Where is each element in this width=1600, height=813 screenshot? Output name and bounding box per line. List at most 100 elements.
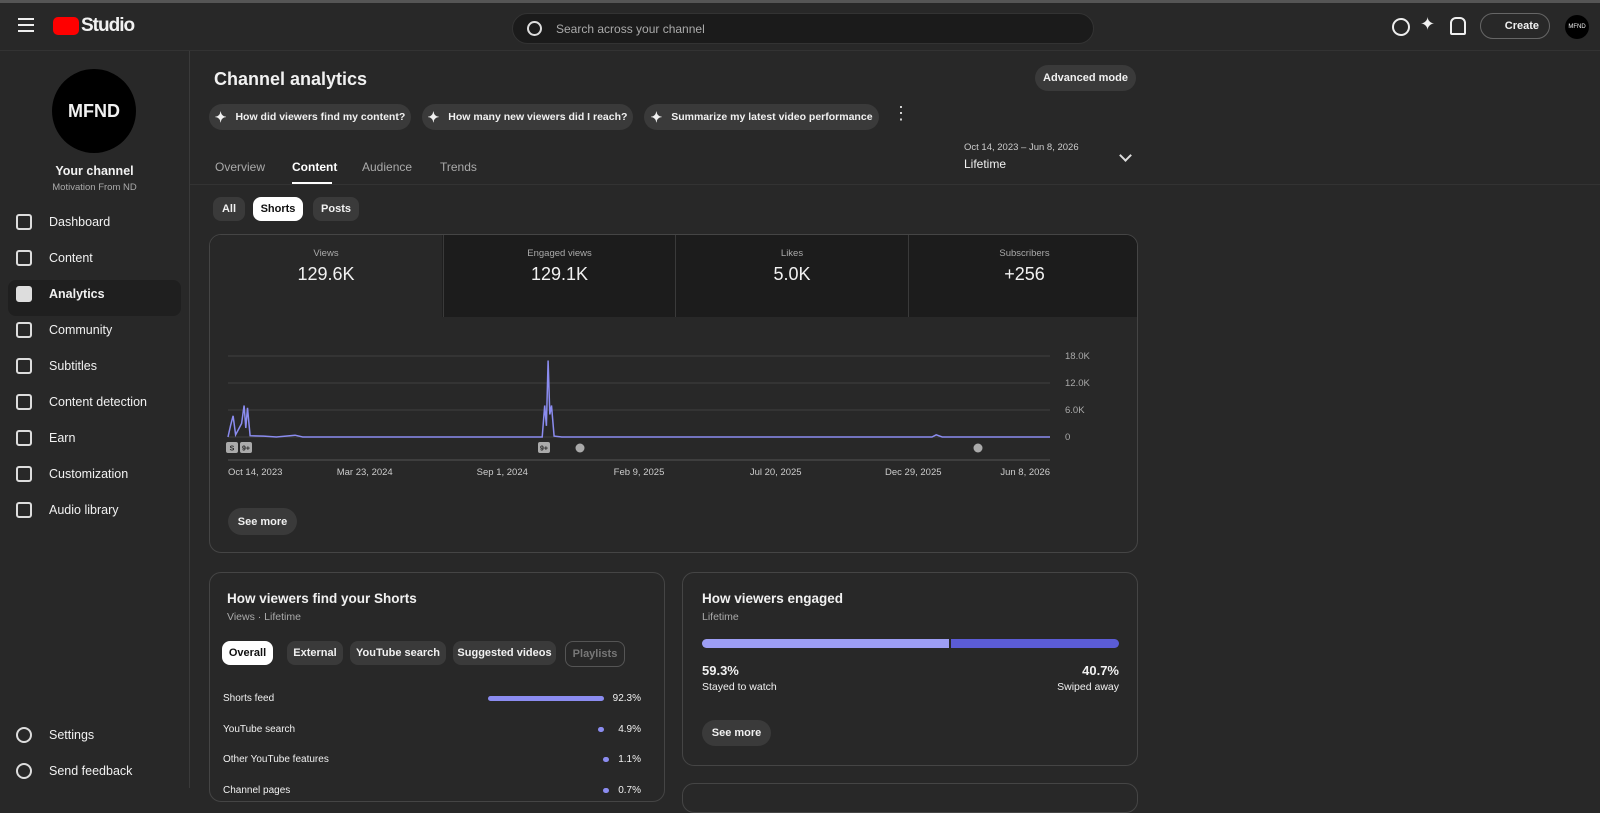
nav-icon — [16, 214, 32, 230]
badge — [240, 442, 252, 453]
source-chip[interactable]: Playlists — [565, 641, 625, 667]
nav-item[interactable]: Community — [16, 322, 112, 338]
nav-item[interactable]: Content — [16, 250, 93, 266]
swiped-label: Swiped away — [1057, 681, 1119, 693]
engaged-see-more[interactable]: See more — [702, 720, 771, 746]
badge — [226, 442, 238, 453]
advanced-mode-button[interactable]: Advanced mode — [1035, 65, 1136, 91]
nav-label: Customization — [49, 467, 129, 481]
y-tick-label: 6.0K — [1065, 405, 1085, 416]
see-more-button[interactable]: See more — [228, 508, 297, 535]
notifications-button[interactable] — [1450, 17, 1466, 35]
prompt-chip[interactable]: ✦ Summarize my latest video performance — [644, 104, 879, 130]
nav-icon — [16, 322, 32, 338]
prompt-label: How did viewers find my content? — [235, 111, 406, 123]
tab[interactable]: Trends — [440, 160, 477, 174]
source-chip[interactable]: External — [287, 641, 343, 665]
metric[interactable]: Likes 5.0K — [675, 235, 908, 317]
more-button[interactable]: ⋮ — [892, 103, 910, 123]
x-tick-label: Mar 23, 2024 — [337, 467, 393, 478]
filter-chip[interactable]: Posts — [313, 197, 359, 221]
nav-item[interactable]: Analytics — [16, 286, 105, 302]
account-avatar[interactable]: MFND — [1565, 15, 1589, 39]
tab[interactable]: Audience — [362, 160, 413, 174]
traffic-title: How viewers find your Shorts — [227, 591, 417, 606]
nav-label: Audio library — [49, 503, 119, 517]
tab[interactable]: Overview — [215, 160, 266, 174]
traffic-card: How viewers find your Shorts Views · Lif… — [209, 572, 665, 802]
logo-text: Studio — [81, 15, 135, 36]
search-icon — [527, 21, 542, 36]
nav-label: Dashboard — [49, 215, 111, 229]
metric-value: 129.1K — [530, 264, 589, 284]
source-chip[interactable]: Suggested videos — [453, 641, 556, 665]
x-tick-label: Dec 29, 2025 — [885, 467, 942, 478]
create-button[interactable]: Create — [1480, 13, 1550, 39]
nav-item[interactable]: Subtitles — [16, 358, 97, 374]
top-edge — [0, 0, 1600, 3]
nav-item[interactable]: Content detection — [16, 394, 147, 410]
metric[interactable]: Views 129.6K — [210, 235, 442, 317]
nav-label: Content — [49, 251, 93, 265]
channel-avatar-text: MFND — [68, 100, 120, 121]
engaged-see-more-label: See more — [711, 727, 762, 739]
prompt-icon: ✦ — [650, 108, 663, 125]
channel-avatar[interactable]: MFND — [52, 69, 136, 153]
prompt-chip[interactable]: ✦ How many new viewers did I reach? — [422, 104, 633, 130]
nav-item[interactable]: Earn — [16, 430, 75, 446]
source-name: Other YouTube features — [223, 754, 329, 765]
badge-label: 9+ — [540, 446, 548, 453]
swiped-bar — [951, 639, 1119, 648]
sidebar-divider — [189, 51, 190, 788]
y-tick-label: 12.0K — [1065, 378, 1090, 389]
date-period[interactable]: Lifetime — [964, 157, 1007, 171]
date-dropdown[interactable] — [1119, 149, 1132, 162]
nav-item[interactable]: Dashboard — [16, 214, 110, 230]
filter-chip[interactable]: All — [213, 197, 245, 221]
tab[interactable]: Content — [292, 160, 338, 174]
tab-indicator — [292, 182, 332, 184]
search-box[interactable]: Search across your channel — [512, 13, 1094, 44]
nav-item[interactable]: Settings — [16, 727, 94, 743]
source-chip[interactable]: YouTube search — [350, 641, 446, 665]
prompt-chip[interactable]: ✦ How did viewers find my content? — [209, 104, 411, 130]
y-tick-label: 0 — [1065, 432, 1070, 443]
nav-icon — [16, 763, 32, 779]
source-chip[interactable]: Overall — [222, 641, 273, 665]
ai-button[interactable]: ✦ — [1420, 14, 1436, 34]
shorts-icon — [973, 443, 983, 453]
source-value: 92.3% — [612, 693, 641, 704]
badge-label: 9+ — [242, 446, 250, 453]
nav-label: Content detection — [49, 395, 147, 409]
nav-item[interactable]: Audio library — [16, 502, 118, 518]
prompt-label: Summarize my latest video performance — [671, 111, 873, 123]
metric-label: Subscribers — [999, 248, 1050, 259]
x-tick-label: Jul 20, 2025 — [750, 467, 802, 478]
nav-label: Settings — [49, 728, 95, 742]
nav-icon — [16, 250, 32, 266]
header-divider — [0, 50, 1600, 51]
prompt-icon: ✦ — [214, 108, 227, 125]
tabs-divider — [190, 184, 1600, 185]
nav-icon — [16, 358, 32, 374]
page-title: Channel analytics — [214, 69, 368, 89]
metric[interactable]: Engaged views 129.1K — [442, 235, 676, 317]
x-tick-label: Sep 1, 2024 — [477, 467, 528, 478]
nav-item[interactable]: Customization — [16, 466, 128, 482]
metric-value: 5.0K — [773, 264, 811, 284]
source-bar — [597, 726, 604, 732]
nav-label: Subtitles — [49, 359, 97, 373]
views-chart: 0 6.0K 12.0K 18.0K Oct 14, 2023 Mar 23, 2024 S… — [226, 351, 1090, 478]
filter-chip[interactable]: Shorts — [253, 197, 303, 221]
metric[interactable]: Subscribers +256 — [907, 235, 1137, 317]
source-name: Shorts feed — [223, 693, 275, 704]
x-tick-label: Oct 14, 2023 — [228, 467, 282, 478]
help-button[interactable] — [1392, 18, 1410, 36]
nav-icon — [16, 286, 32, 302]
engaged-card: How viewers engaged Lifetime 59.3% Staye… — [682, 572, 1138, 766]
swiped-value: 40.7% — [1082, 663, 1119, 678]
x-tick-label: Feb 9, 2025 — [614, 467, 665, 478]
nav-item[interactable]: Send feedback — [16, 763, 132, 779]
shorts-icon — [575, 443, 585, 453]
menu-button[interactable] — [18, 18, 34, 32]
